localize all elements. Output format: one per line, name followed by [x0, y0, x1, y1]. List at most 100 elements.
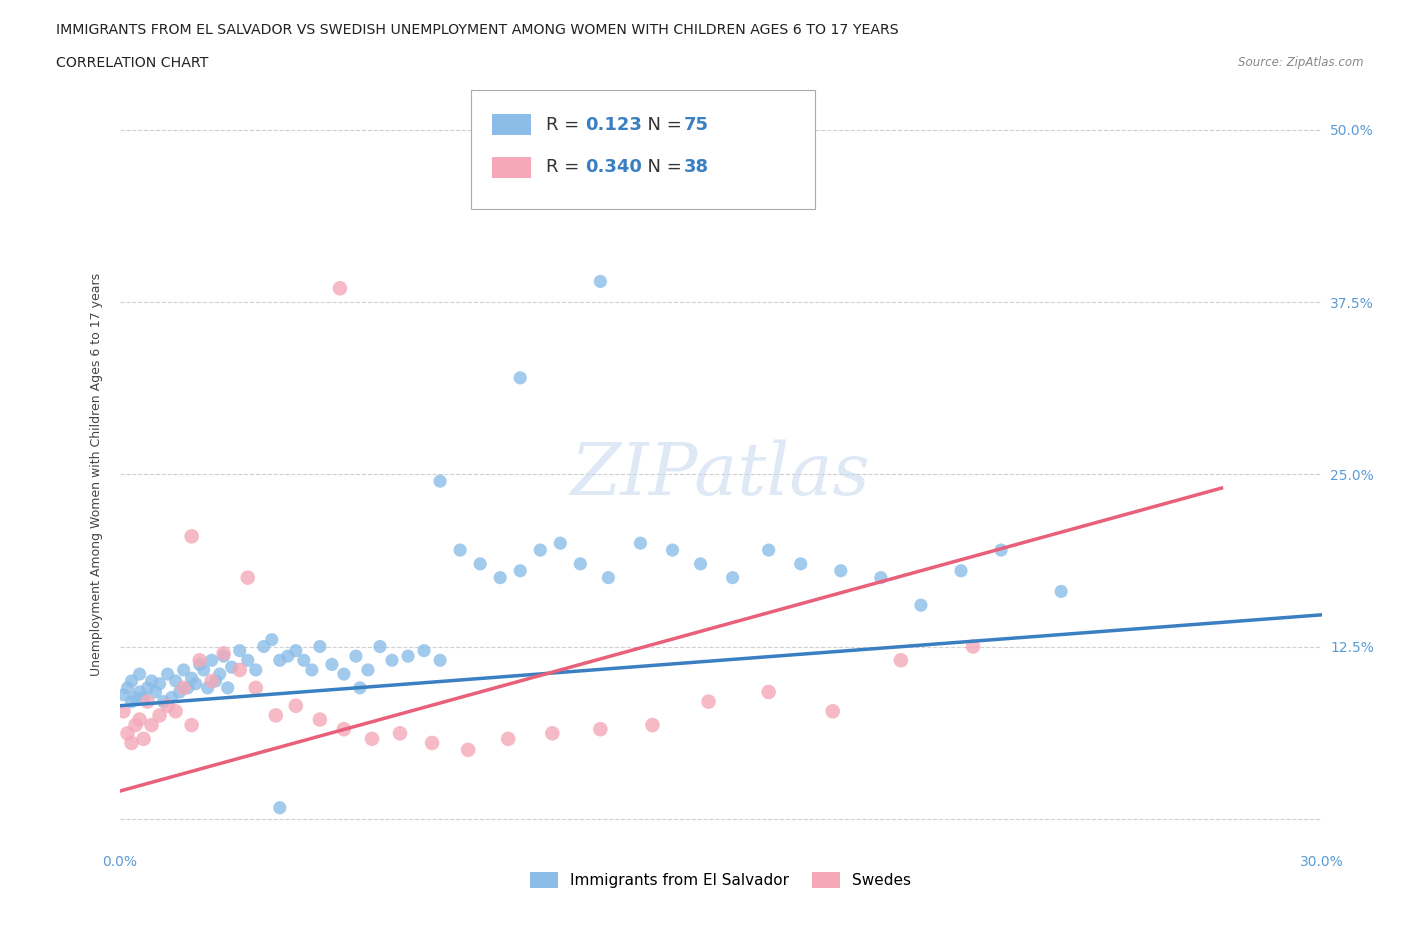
Point — [208, 667, 231, 682]
Text: ZIPatlas: ZIPatlas — [571, 439, 870, 510]
Point — [180, 671, 202, 685]
Point — [149, 676, 172, 691]
Point — [228, 644, 252, 658]
Point — [284, 644, 307, 658]
Point — [468, 556, 492, 571]
Point — [396, 649, 419, 664]
Point — [128, 712, 150, 727]
Point — [329, 281, 352, 296]
Point — [589, 274, 612, 289]
Point — [169, 684, 191, 699]
Point — [176, 681, 198, 696]
Point — [141, 673, 163, 688]
Text: 75: 75 — [683, 115, 709, 134]
Point — [309, 639, 332, 654]
Point — [630, 536, 652, 551]
Text: R =: R = — [546, 115, 585, 134]
Point — [184, 676, 207, 691]
Point — [333, 667, 356, 682]
Point — [301, 662, 323, 677]
Point — [204, 673, 226, 688]
Point — [245, 662, 267, 677]
Point — [132, 690, 155, 705]
Point — [990, 542, 1012, 557]
Point — [758, 684, 780, 699]
Point — [245, 681, 267, 696]
Text: N =: N = — [636, 115, 688, 134]
Point — [361, 731, 384, 746]
Point — [641, 718, 664, 733]
Point — [165, 704, 187, 719]
Point — [550, 536, 572, 551]
Point — [165, 673, 187, 688]
Y-axis label: Unemployment Among Women with Children Ages 6 to 17 years: Unemployment Among Women with Children A… — [90, 272, 103, 676]
Point — [173, 662, 195, 677]
Point — [260, 632, 283, 647]
Point — [661, 542, 683, 557]
Point — [357, 662, 380, 677]
Point — [124, 690, 146, 705]
Point — [269, 801, 291, 816]
Point — [112, 687, 135, 702]
Point — [598, 570, 620, 585]
Point — [201, 653, 224, 668]
Point — [112, 704, 135, 719]
Point — [180, 718, 202, 733]
Point — [284, 698, 307, 713]
Point — [962, 639, 984, 654]
Point — [212, 646, 235, 661]
Point — [121, 736, 143, 751]
Point — [253, 639, 276, 654]
Point — [292, 653, 315, 668]
Point — [128, 667, 150, 682]
Point — [381, 653, 404, 668]
Point — [910, 598, 932, 613]
Point — [529, 542, 551, 557]
Point — [136, 694, 159, 709]
Text: N =: N = — [636, 158, 688, 177]
Point — [349, 681, 371, 696]
Point — [173, 681, 195, 696]
Text: 0.340: 0.340 — [585, 158, 641, 177]
Point — [429, 473, 451, 488]
Point — [124, 718, 146, 733]
Point — [188, 657, 211, 671]
Point — [569, 556, 592, 571]
Point — [277, 649, 299, 664]
Point — [489, 570, 512, 585]
Point — [509, 564, 531, 578]
Text: 38: 38 — [683, 158, 709, 177]
Point — [830, 564, 852, 578]
Point — [388, 726, 412, 741]
Point — [180, 529, 202, 544]
Point — [121, 694, 143, 709]
Point — [217, 681, 239, 696]
Point — [197, 681, 219, 696]
Point — [149, 708, 172, 723]
Point — [160, 690, 183, 705]
Point — [790, 556, 813, 571]
Point — [193, 662, 215, 677]
Point — [449, 542, 471, 557]
Point — [869, 570, 893, 585]
Point — [429, 653, 451, 668]
Point — [368, 639, 391, 654]
Point — [201, 673, 224, 688]
Point — [121, 673, 143, 688]
Point — [321, 657, 343, 671]
Point — [721, 570, 744, 585]
Point — [344, 649, 367, 664]
Point — [457, 742, 479, 757]
Point — [236, 570, 259, 585]
Point — [152, 694, 174, 709]
Text: IMMIGRANTS FROM EL SALVADOR VS SWEDISH UNEMPLOYMENT AMONG WOMEN WITH CHILDREN AG: IMMIGRANTS FROM EL SALVADOR VS SWEDISH U… — [56, 23, 898, 37]
Point — [156, 667, 179, 682]
Point — [541, 726, 564, 741]
Point — [496, 731, 519, 746]
Point — [758, 542, 780, 557]
Point — [689, 556, 711, 571]
Point — [117, 726, 139, 741]
Point — [156, 698, 179, 713]
Text: Source: ZipAtlas.com: Source: ZipAtlas.com — [1239, 56, 1364, 69]
Point — [141, 718, 163, 733]
